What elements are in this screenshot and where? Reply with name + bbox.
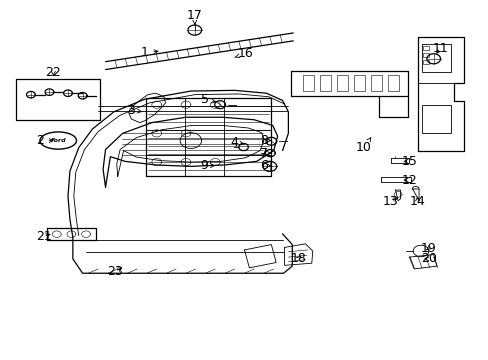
Text: 5: 5 [200, 93, 215, 106]
Text: 20: 20 [420, 252, 436, 265]
Bar [16, 79, 100, 120]
Bar [423, 45, 428, 50]
Text: 16: 16 [234, 47, 253, 60]
Text: 6: 6 [260, 159, 270, 172]
Text: 4: 4 [230, 136, 244, 149]
Text: 14: 14 [409, 195, 425, 208]
Text: 3: 3 [127, 104, 141, 117]
Text: 18: 18 [289, 252, 305, 265]
Text: Ford: Ford [50, 138, 66, 143]
Text: 19: 19 [420, 242, 436, 255]
Bar [320, 75, 330, 91]
Text: 22: 22 [45, 66, 61, 79]
Bar [423, 53, 428, 57]
Text: 7: 7 [260, 147, 270, 159]
Bar [303, 75, 313, 91]
Text: 13: 13 [382, 195, 398, 208]
Text: 9: 9 [200, 159, 214, 172]
Text: 21: 21 [36, 230, 51, 243]
Text: 23: 23 [107, 265, 123, 278]
Bar [421, 44, 450, 72]
Text: 12: 12 [401, 174, 416, 186]
Bar [387, 75, 398, 91]
Bar [423, 60, 428, 64]
Bar [336, 75, 347, 91]
Text: 15: 15 [401, 155, 416, 168]
Bar [370, 75, 381, 91]
Text: 10: 10 [355, 138, 371, 154]
Text: 17: 17 [186, 9, 203, 25]
Bar [421, 105, 450, 134]
Bar [353, 75, 364, 91]
Text: 11: 11 [432, 41, 447, 54]
Text: 8: 8 [260, 134, 270, 147]
Text: 1: 1 [141, 46, 158, 59]
Text: 2: 2 [36, 134, 53, 147]
